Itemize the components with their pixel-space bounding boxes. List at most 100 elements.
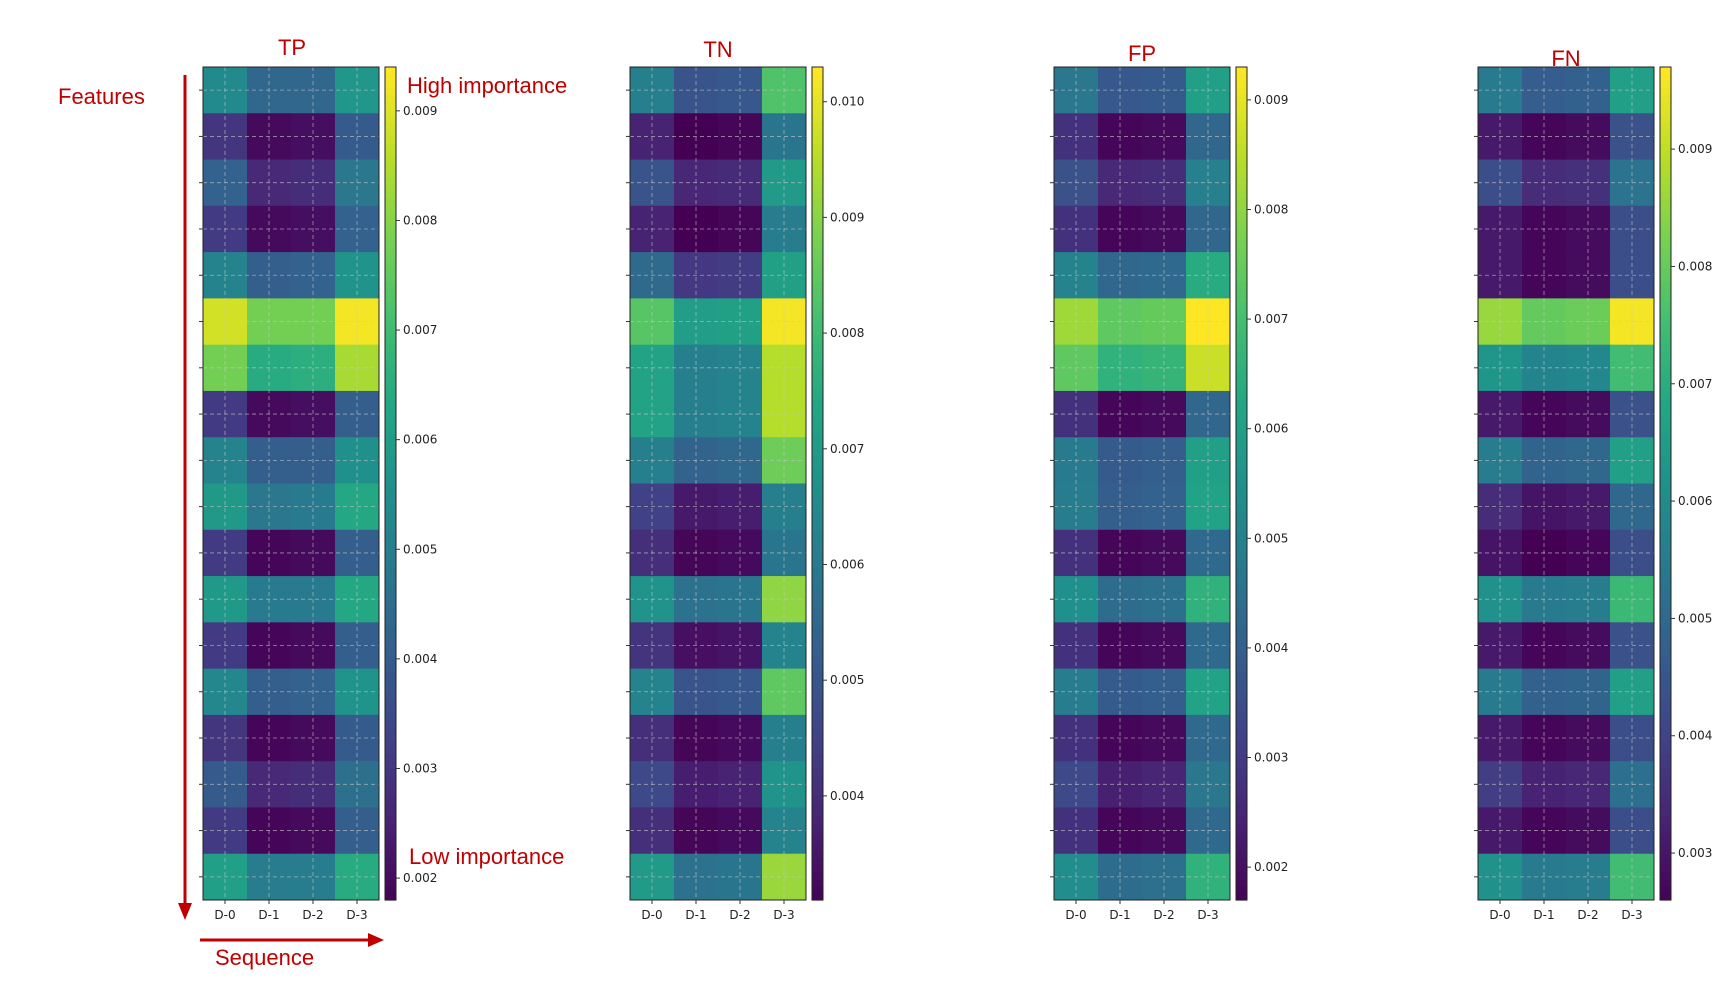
colorbar-segment-fp-45	[1236, 379, 1247, 387]
colorbar-segment-fn-91	[1660, 698, 1671, 707]
colorbar-segment-fp-64	[1236, 511, 1247, 519]
colorbar-segment-tp-35	[385, 309, 396, 318]
colorbar-segment-tp-104	[385, 788, 396, 797]
colorbar-tick-label-tn-0: 0.004	[830, 789, 864, 803]
colorbar-segment-tn-71	[812, 559, 823, 568]
colorbar-segment-fp-75	[1236, 587, 1247, 596]
colorbar-segment-tn-94	[812, 719, 823, 728]
colorbar-segment-tp-41	[385, 351, 396, 360]
colorbar-segment-fp-14	[1236, 164, 1247, 172]
colorbar-segment-fn-37	[1660, 323, 1671, 332]
colorbar-segment-fp-103	[1236, 781, 1247, 790]
colorbar-segment-fp-2	[1236, 80, 1247, 89]
colorbar-segment-tn-14	[812, 164, 823, 172]
colorbar-segment-fp-77	[1236, 601, 1247, 610]
colorbar-segment-fp-38	[1236, 330, 1247, 339]
colorbar-segment-fn-43	[1660, 365, 1671, 374]
colorbar-segment-tn-92	[812, 705, 823, 714]
colorbar-segment-tp-19	[385, 198, 396, 207]
colorbar-segment-fn-29	[1660, 268, 1671, 276]
colorbar-segment-tp-71	[385, 559, 396, 568]
colorbar-segment-tn-0	[812, 67, 823, 75]
colorbar-segment-fn-17	[1660, 185, 1671, 193]
colorbar-segment-tp-93	[385, 712, 396, 721]
colorbar-segment-tp-70	[385, 552, 396, 561]
colorbar-tick-label-fp-7: 0.009	[1254, 93, 1288, 107]
colorbar-segment-tp-73	[385, 573, 396, 582]
colorbar-segment-fp-32	[1236, 289, 1247, 297]
colorbar-segment-fn-35	[1660, 309, 1671, 318]
colorbar-segment-fn-108	[1660, 816, 1671, 825]
colorbar-segment-fp-24	[1236, 233, 1247, 242]
colorbar-segment-fn-114	[1660, 858, 1671, 866]
colorbar-segment-fp-30	[1236, 275, 1247, 283]
colorbar-segment-fn-93	[1660, 712, 1671, 721]
colorbar-segment-tp-76	[385, 594, 396, 603]
colorbar-segment-fn-74	[1660, 580, 1671, 589]
colorbar-segment-tp-7	[385, 115, 396, 124]
colorbar-segment-tn-52	[812, 427, 823, 436]
colorbar-tick-label-fp-4: 0.006	[1254, 422, 1288, 436]
colorbar-segment-tn-105	[812, 795, 823, 804]
colorbar-segment-fp-41	[1236, 351, 1247, 360]
colorbar-segment-tn-114	[812, 858, 823, 866]
colorbar-segment-fn-107	[1660, 809, 1671, 818]
colorbar-segment-fp-100	[1236, 761, 1247, 769]
colorbar-segment-tn-101	[812, 768, 823, 776]
colorbar-segment-fp-83	[1236, 643, 1247, 651]
panel-title-fn: FN	[1551, 46, 1581, 71]
colorbar-tick-label-tn-2: 0.006	[830, 557, 864, 571]
colorbar-segment-fn-28	[1660, 261, 1671, 269]
colorbar-segment-tp-43	[385, 365, 396, 374]
colorbar-segment-fp-113	[1236, 851, 1247, 859]
colorbar-segment-fn-23	[1660, 226, 1671, 235]
colorbar-segment-tn-76	[812, 594, 823, 603]
colorbar-frame-tp	[384, 66, 397, 901]
x-tick-label-tp-0: D-0	[214, 908, 235, 922]
colorbar-segment-tp-103	[385, 781, 396, 790]
colorbar-segment-tn-47	[812, 393, 823, 401]
colorbar-segment-tn-38	[812, 330, 823, 339]
colorbar-segment-fn-99	[1660, 754, 1671, 762]
colorbar-segment-tn-62	[812, 497, 823, 505]
colorbar-segment-fn-8	[1660, 122, 1671, 131]
colorbar-segment-tp-100	[385, 761, 396, 769]
colorbar-segment-fn-0	[1660, 67, 1671, 75]
colorbar-segment-tp-30	[385, 275, 396, 283]
colorbar-segment-tn-46	[812, 386, 823, 394]
high-importance-label: High importance	[407, 73, 568, 98]
colorbar-segment-tn-20	[812, 205, 823, 214]
colorbar-segment-tp-62	[385, 497, 396, 505]
colorbar-segment-fn-12	[1660, 150, 1671, 158]
colorbar-tick-label-fp-1: 0.003	[1254, 751, 1288, 765]
colorbar-segment-fn-71	[1660, 559, 1671, 568]
colorbar-segment-tp-4	[385, 94, 396, 103]
colorbar-segment-fp-23	[1236, 226, 1247, 235]
colorbar-segment-tn-45	[812, 379, 823, 387]
colorbar-segment-tn-115	[812, 865, 823, 873]
colorbar-segment-tp-42	[385, 358, 396, 367]
colorbar-segment-fp-89	[1236, 684, 1247, 693]
colorbar-segment-tp-25	[385, 240, 396, 249]
colorbar-segment-fp-54	[1236, 441, 1247, 450]
colorbar-segment-fp-9	[1236, 129, 1247, 138]
colorbar-segment-tp-95	[385, 726, 396, 734]
low-importance-label: Low importance	[409, 844, 565, 869]
colorbar-segment-tp-52	[385, 427, 396, 436]
colorbar-tick-label-tp-7: 0.009	[403, 104, 437, 118]
colorbar-segment-tn-85	[812, 657, 823, 665]
colorbar-segment-tp-101	[385, 768, 396, 776]
colorbar-segment-fn-53	[1660, 434, 1671, 443]
colorbar-segment-fn-75	[1660, 587, 1671, 596]
colorbar-segment-fp-69	[1236, 545, 1247, 554]
colorbar-segment-fp-49	[1236, 407, 1247, 415]
colorbar-segment-tp-116	[385, 872, 396, 880]
colorbar-segment-tp-102	[385, 775, 396, 783]
colorbar-segment-tn-58	[812, 469, 823, 478]
colorbar-segment-tn-5	[812, 101, 823, 110]
colorbar-segment-fp-96	[1236, 733, 1247, 741]
colorbar-segment-fn-103	[1660, 781, 1671, 790]
colorbar-segment-tp-67	[385, 532, 396, 540]
colorbar-segment-tp-118	[385, 886, 396, 894]
colorbar-segment-fn-89	[1660, 684, 1671, 693]
